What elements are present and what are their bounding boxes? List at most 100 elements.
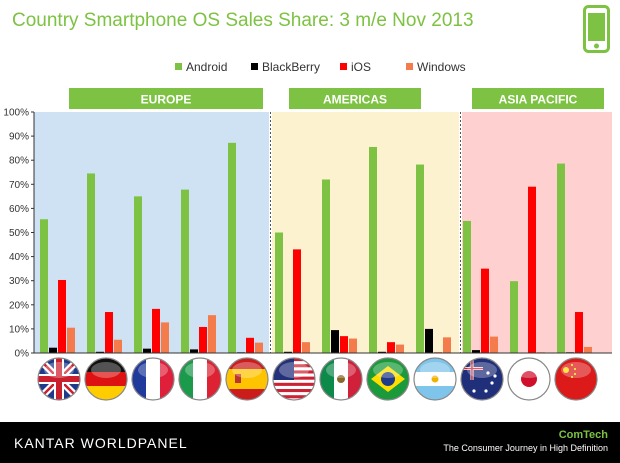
flag-ring-7 bbox=[366, 357, 410, 401]
flag-shine-2 bbox=[138, 362, 168, 378]
bar-ios-10 bbox=[528, 186, 536, 353]
bar-android-8 bbox=[416, 164, 424, 353]
flag-ring-2 bbox=[131, 357, 175, 401]
legend-label-1: BlackBerry bbox=[262, 60, 320, 74]
y-axis: 0% 10% 20% 30% 40% 50% 60% 70% 80% 90% 100% bbox=[3, 108, 612, 360]
flag-shine-10 bbox=[514, 362, 544, 378]
flag-shine-8 bbox=[420, 362, 450, 378]
smartphone-icon bbox=[583, 5, 610, 53]
brazil-flag-icon bbox=[367, 358, 409, 400]
region-header-label-1: AMERICAS bbox=[323, 93, 387, 107]
footer: KANTAR WORLDPANEL ComTech The Consumer J… bbox=[0, 422, 620, 463]
bar-windows-5 bbox=[302, 342, 310, 353]
legend-swatch-0 bbox=[175, 63, 182, 70]
bar-ios-5 bbox=[293, 249, 301, 353]
legend-label-3: Windows bbox=[417, 60, 466, 74]
bar-android-6 bbox=[322, 179, 330, 353]
bar-android-10 bbox=[510, 281, 518, 353]
australia-flag-icon bbox=[461, 358, 503, 400]
region-headers: EUROPE AMERICAS ASIA PACIFIC bbox=[69, 88, 604, 109]
bar-blackberry-3 bbox=[190, 349, 198, 353]
argentina-flag-icon bbox=[414, 358, 456, 400]
bar-ios-4 bbox=[246, 337, 254, 353]
bar-blackberry-1 bbox=[96, 351, 104, 353]
flag-ring-0 bbox=[37, 357, 81, 401]
region-header-box-0 bbox=[69, 88, 263, 109]
germany-flag-icon bbox=[85, 358, 127, 400]
y-tick-label-2: 20% bbox=[9, 300, 29, 311]
mexico-flag-icon bbox=[320, 358, 362, 400]
y-tick-label-0: 0% bbox=[15, 349, 30, 360]
brand-logo: KANTAR WORLDPANEL bbox=[14, 435, 188, 451]
bar-windows-7 bbox=[396, 344, 404, 353]
flag-ring-6 bbox=[319, 357, 363, 401]
bar-ios-3 bbox=[199, 326, 207, 353]
bar-android-7 bbox=[369, 146, 377, 353]
chart: EUROPE AMERICAS ASIA PACIFIC Android BlackB… bbox=[3, 60, 612, 401]
bar-windows-9 bbox=[490, 336, 498, 353]
legend-swatch-1 bbox=[251, 63, 258, 70]
bar-android-4 bbox=[228, 142, 236, 353]
region-dividers bbox=[270, 112, 461, 353]
bar-windows-4 bbox=[255, 342, 263, 353]
bar-ios-6 bbox=[340, 336, 348, 353]
flag-shine-0 bbox=[44, 362, 74, 378]
flags bbox=[37, 357, 598, 401]
region-header-box-1 bbox=[289, 88, 421, 109]
bar-windows-8 bbox=[443, 337, 451, 353]
bar-blackberry-6 bbox=[331, 330, 339, 353]
legend: Android BlackBerry iOS Windows bbox=[175, 60, 466, 74]
legend-label-2: iOS bbox=[351, 60, 371, 74]
bar-blackberry-0 bbox=[49, 347, 57, 353]
flag-shine-9 bbox=[467, 362, 497, 378]
bar-android-1 bbox=[87, 173, 95, 353]
flag-shine-11 bbox=[561, 362, 591, 378]
china-flag-icon bbox=[555, 358, 597, 400]
flag-shine-3 bbox=[185, 362, 215, 378]
bar-blackberry-8 bbox=[425, 328, 433, 353]
bar-android-5 bbox=[275, 232, 283, 353]
spain-flag-icon bbox=[226, 358, 268, 400]
flag-shine-7 bbox=[373, 362, 403, 378]
bar-android-11 bbox=[557, 163, 565, 353]
bar-android-9 bbox=[463, 220, 471, 353]
flag-ring-1 bbox=[84, 357, 128, 401]
bar-blackberry-7 bbox=[378, 351, 386, 353]
flag-shine-5 bbox=[279, 362, 309, 378]
italy-flag-icon bbox=[179, 358, 221, 400]
bar-windows-11 bbox=[584, 346, 592, 353]
y-tick-label-5: 50% bbox=[9, 228, 29, 239]
product-name: ComTech bbox=[558, 429, 608, 441]
flag-shine-4 bbox=[232, 362, 262, 378]
y-tick-label-4: 40% bbox=[9, 252, 29, 263]
region-header-label-2: ASIA PACIFIC bbox=[499, 93, 578, 107]
region-header-label-0: EUROPE bbox=[141, 93, 192, 107]
y-tick-label-10: 100% bbox=[3, 108, 29, 119]
flag-ring-4 bbox=[225, 357, 269, 401]
legend-label-0: Android bbox=[186, 60, 227, 74]
france-flag-icon bbox=[132, 358, 174, 400]
bar-android-3 bbox=[181, 189, 189, 353]
flag-ring-8 bbox=[413, 357, 457, 401]
legend-swatch-3 bbox=[406, 63, 413, 70]
bars bbox=[40, 142, 592, 354]
y-tick-label-3: 30% bbox=[9, 276, 29, 287]
region-background-1 bbox=[272, 112, 459, 353]
y-tick-label-9: 90% bbox=[9, 132, 29, 143]
bar-ios-7 bbox=[387, 342, 395, 353]
flag-ring-5 bbox=[272, 357, 316, 401]
bar-ios-11 bbox=[575, 312, 583, 353]
flag-ring-3 bbox=[178, 357, 222, 401]
y-tick-label-6: 60% bbox=[9, 204, 29, 215]
uk-flag-icon bbox=[38, 358, 80, 400]
japan-flag-icon bbox=[508, 358, 550, 400]
bar-ios-1 bbox=[105, 312, 113, 353]
bar-ios-0 bbox=[58, 279, 66, 353]
bar-android-0 bbox=[40, 219, 48, 353]
page-title: Country Smartphone OS Sales Share: 3 m/e… bbox=[12, 10, 474, 31]
y-tick-label-7: 70% bbox=[9, 180, 29, 191]
brand-subtitle: ComTech The Consumer Journey in High Def… bbox=[443, 429, 608, 453]
bar-windows-3 bbox=[208, 315, 216, 353]
bar-windows-0 bbox=[67, 327, 75, 353]
tagline: The Consumer Journey in High Definition bbox=[443, 443, 608, 453]
